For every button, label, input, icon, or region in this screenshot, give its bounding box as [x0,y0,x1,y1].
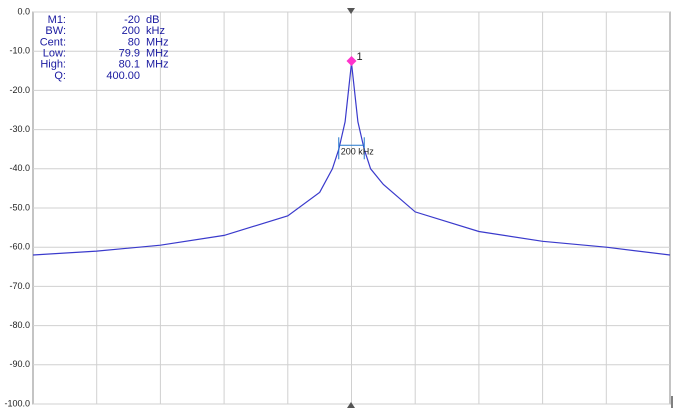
marker [346,56,357,66]
readout-label: Q: [54,70,66,82]
readout-label: M1: [48,14,66,26]
y-tick-label: -40.0 [9,163,30,173]
readout-label: High: [40,59,66,71]
readout-unit: MHz [146,48,169,60]
readout-unit: kHz [146,25,165,37]
y-tick-label: -60.0 [9,242,30,252]
y-tick-label: -10.0 [9,46,30,56]
readout-label: Cent: [40,36,66,48]
readout-value: 400.00 [106,70,140,82]
marker-label: 1 [357,51,363,63]
y-tick-label: -20.0 [9,85,30,95]
readout-value: 80.1 [119,59,140,71]
y-tick-label: -80.0 [9,320,30,330]
y-tick-label: -50.0 [9,202,30,212]
readout-label: BW: [45,25,66,37]
readout-unit: dB [146,14,159,26]
readout-value: -20 [124,14,140,26]
y-tick-label: -70.0 [9,281,30,291]
y-tick-label: -90.0 [9,359,30,369]
bottom-center-marker [347,402,355,408]
top-center-marker [347,8,355,14]
readout-unit: MHz [146,36,169,48]
y-tick-label: -30.0 [9,124,30,134]
readout-value: 80 [128,36,140,48]
y-tick-label: 0.0 [17,6,30,16]
readout-value: 200 [122,25,140,37]
readout-label: Low: [43,48,66,60]
readout-value: 79.9 [119,48,140,60]
y-tick-label: -100.0 [4,398,30,408]
bw-label: 200 kHz [341,147,375,157]
readout-unit: MHz [146,59,169,71]
readout: M1: -20 dB BW: 200 kHz Cent: 80 MHz Low: 79.9 MHz Hi… [40,14,169,82]
